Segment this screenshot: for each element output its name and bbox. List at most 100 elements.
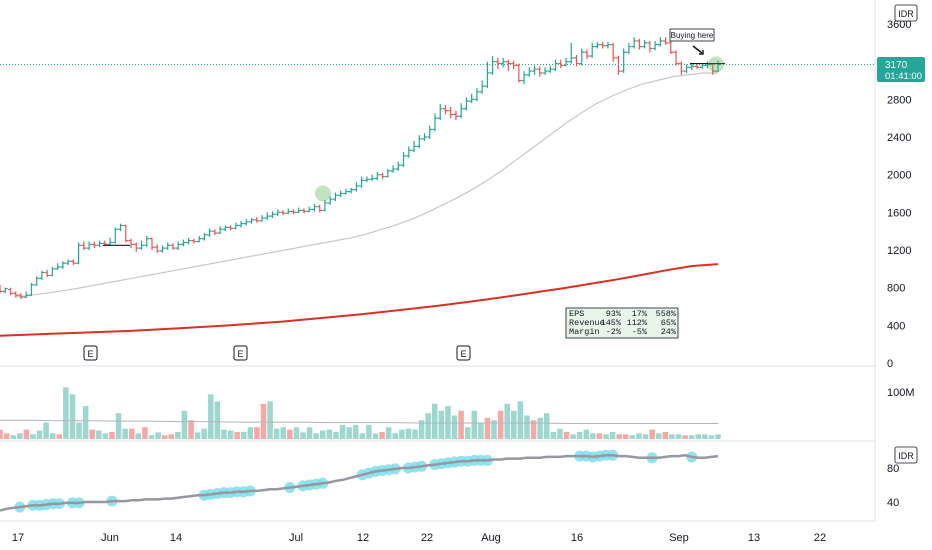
y-tick-label: 400 xyxy=(887,320,905,332)
ohlc-bar xyxy=(453,110,459,121)
volume-bar xyxy=(642,434,649,439)
ohlc-bar xyxy=(605,41,611,49)
volume-bar xyxy=(570,434,576,439)
ohlc-bar xyxy=(558,59,564,69)
ohlc-bar xyxy=(18,293,24,299)
currency-label-rs: IDR xyxy=(898,451,914,461)
y-tick-label: 3600 xyxy=(887,19,911,31)
ohlc-bar xyxy=(678,61,684,75)
ohlc-bar xyxy=(2,287,8,294)
ohlc-bar xyxy=(154,244,160,253)
y-tick-label: 2400 xyxy=(887,132,911,144)
ohlc-bar xyxy=(81,241,87,250)
earnings-marker-label: E xyxy=(460,349,466,359)
ohlc-bar xyxy=(694,64,700,70)
ohlc-bar xyxy=(673,50,679,66)
rs-pane[interactable] xyxy=(0,449,719,513)
volume-bar xyxy=(23,429,30,439)
current-price-value: 3170 xyxy=(885,60,908,71)
volume-bar xyxy=(175,431,181,439)
volume-pane[interactable] xyxy=(0,387,721,439)
volume-bar xyxy=(82,406,89,439)
volume-bar xyxy=(669,434,675,439)
ohlc-bar xyxy=(191,238,197,244)
ohlc-bar xyxy=(97,240,103,248)
ohlc-bar xyxy=(516,63,522,83)
ohlc-bar xyxy=(636,39,642,50)
volume-bar xyxy=(63,387,69,439)
volume-bar xyxy=(636,433,642,439)
ohlc-bar xyxy=(86,241,92,250)
volume-bar xyxy=(96,430,102,439)
volume-bar xyxy=(109,431,115,439)
volume-bar xyxy=(240,431,247,439)
ohlc-bar xyxy=(317,204,323,213)
volume-bar xyxy=(234,431,240,439)
ohlc-bar xyxy=(280,210,286,216)
revenue-label: Revenue xyxy=(569,318,605,328)
volume-bar xyxy=(392,433,398,439)
volume-bar xyxy=(596,433,603,439)
volume-bar xyxy=(326,429,333,439)
volume-bar xyxy=(313,433,319,439)
ohlc-bar xyxy=(526,67,532,77)
volume-bar xyxy=(352,424,359,439)
ohlc-bar xyxy=(207,228,213,237)
volume-bar xyxy=(438,410,445,439)
ohlc-bar xyxy=(23,291,29,299)
ohlc-bar xyxy=(411,140,417,153)
volume-bar xyxy=(662,431,669,439)
volume-bar xyxy=(89,429,95,439)
ohlc-bar xyxy=(76,242,82,265)
volume-bar xyxy=(524,415,530,439)
volume-bar xyxy=(188,420,194,439)
volume-bar xyxy=(102,433,109,439)
revenue-q2: 112% xyxy=(627,318,648,328)
ohlc-bar xyxy=(532,65,538,75)
volume-bar xyxy=(247,427,254,439)
volume-bar xyxy=(682,435,688,439)
y-tick-label: 800 xyxy=(887,283,905,295)
arrow-head-icon xyxy=(699,50,704,55)
ohlc-bar xyxy=(479,80,485,94)
volume-bar xyxy=(675,434,682,439)
margin-q1: -2% xyxy=(606,327,622,337)
volume-bar xyxy=(3,433,10,439)
volume-bar xyxy=(418,420,425,439)
volume-bar xyxy=(346,427,352,439)
ohlc-bar xyxy=(34,276,40,286)
ohlc-bar xyxy=(259,215,265,222)
earnings-marker-1[interactable]: E xyxy=(83,345,98,361)
buying-annotation[interactable]: Buying here xyxy=(669,28,715,55)
currency-tag-main[interactable]: IDR xyxy=(894,4,918,22)
volume-bar xyxy=(254,427,260,439)
volume-bar xyxy=(260,403,267,439)
ohlc-bar xyxy=(663,37,669,45)
volume-bar xyxy=(214,401,221,439)
x-tick-label: 17 xyxy=(12,532,24,544)
ohlc-bar xyxy=(380,172,386,180)
volume-bar xyxy=(603,434,609,439)
buy-point-marker xyxy=(708,56,724,73)
earnings-marker-3[interactable]: E xyxy=(456,345,471,361)
currency-tag-rs[interactable]: IDR xyxy=(894,446,918,464)
earnings-marker-2[interactable]: E xyxy=(233,345,248,361)
ma-long-line xyxy=(0,263,719,337)
ohlc-bar xyxy=(7,287,13,296)
volume-bar xyxy=(702,434,708,439)
price-pane[interactable] xyxy=(0,37,875,337)
ma-short-line xyxy=(14,72,718,298)
rs-line xyxy=(0,454,719,512)
ohlc-bar xyxy=(264,212,270,220)
ohlc-bar xyxy=(573,55,579,67)
volume-bar xyxy=(366,424,372,439)
x-tick-label: Jul xyxy=(289,532,303,544)
volume-bar xyxy=(280,427,287,439)
y-tick-label: 2000 xyxy=(887,170,911,182)
volume-bar xyxy=(425,413,431,439)
volume-bar xyxy=(504,403,510,439)
earnings-marker-label: E xyxy=(87,349,93,359)
volume-bar xyxy=(550,431,557,439)
ohlc-bar xyxy=(563,57,569,67)
ohlc-bar xyxy=(149,237,155,250)
